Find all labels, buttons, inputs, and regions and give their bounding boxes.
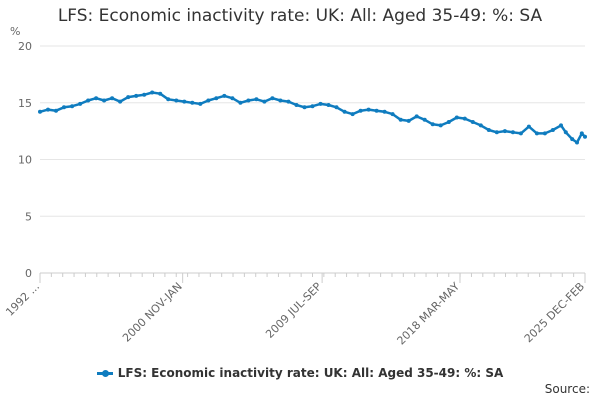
data-point[interactable] (510, 130, 515, 135)
data-point[interactable] (559, 123, 563, 128)
data-point[interactable] (422, 117, 427, 122)
data-point[interactable] (86, 98, 91, 103)
data-point[interactable] (398, 117, 403, 122)
data-point[interactable] (342, 109, 347, 114)
data-point[interactable] (446, 120, 451, 124)
y-tick-label: 20 (18, 40, 32, 53)
y-tick-label: 10 (18, 154, 32, 167)
data-point[interactable] (374, 108, 379, 113)
data-point[interactable] (294, 103, 299, 107)
y-tick-label: 0 (25, 267, 32, 280)
data-point[interactable] (94, 96, 99, 101)
data-point[interactable] (318, 101, 323, 106)
data-point[interactable] (70, 104, 75, 109)
data-point[interactable] (214, 96, 219, 101)
data-point[interactable] (54, 108, 58, 113)
data-point[interactable] (206, 98, 211, 103)
data-point[interactable] (270, 96, 275, 101)
data-point[interactable] (579, 131, 584, 136)
data-point[interactable] (78, 101, 83, 106)
data-point[interactable] (238, 100, 243, 105)
legend[interactable]: LFS: Economic inactivity rate: UK: All: … (0, 366, 600, 380)
y-axis-unit-label: % (10, 25, 20, 38)
data-point[interactable] (46, 107, 50, 112)
data-point[interactable] (326, 103, 331, 107)
y-tick-label: 5 (25, 210, 32, 223)
data-point[interactable] (278, 98, 283, 103)
data-point[interactable] (414, 114, 419, 119)
data-point[interactable] (126, 95, 131, 100)
data-point[interactable] (390, 112, 395, 117)
x-tick-label: 2018 MAR-MAY (395, 280, 463, 348)
chart-title: LFS: Economic inactivity rate: UK: All: … (57, 6, 543, 26)
data-point[interactable] (563, 130, 568, 135)
data-point[interactable] (174, 98, 179, 103)
data-point[interactable] (110, 96, 115, 101)
data-point[interactable] (550, 128, 555, 132)
y-axis-ticks: 0 5 10 15 20 (18, 40, 32, 280)
data-point[interactable] (478, 123, 483, 128)
data-point[interactable] (494, 130, 499, 135)
data-point[interactable] (542, 131, 547, 136)
legend-swatch-icon (96, 369, 113, 377)
data-point[interactable] (142, 92, 147, 97)
data-point[interactable] (254, 97, 259, 102)
data-point[interactable] (486, 128, 491, 132)
data-point[interactable] (302, 105, 307, 110)
data-point[interactable] (102, 98, 107, 103)
data-point[interactable] (190, 100, 195, 105)
data-point[interactable] (406, 118, 411, 123)
data-point[interactable] (230, 96, 235, 101)
data-point[interactable] (438, 123, 443, 128)
data-point[interactable] (583, 134, 587, 139)
grid-lines (40, 45, 585, 274)
series-line (39, 91, 586, 144)
y-tick-label: 15 (18, 97, 32, 110)
data-point[interactable] (366, 107, 371, 112)
data-point[interactable] (526, 124, 531, 129)
data-point[interactable] (134, 93, 139, 98)
data-point[interactable] (350, 112, 355, 117)
data-point[interactable] (246, 98, 251, 103)
data-point[interactable] (334, 105, 339, 110)
x-tick-label: 2009 JUL-SEP (263, 280, 324, 341)
data-point[interactable] (62, 105, 66, 110)
data-point[interactable] (286, 99, 291, 104)
data-point[interactable] (470, 120, 475, 124)
source-label: Source: (544, 382, 590, 396)
data-point[interactable] (158, 91, 163, 96)
legend-marker-icon (101, 369, 109, 377)
data-point[interactable] (166, 97, 171, 102)
x-tick-label: 2000 NOV-JAN (120, 280, 185, 345)
data-point[interactable] (575, 140, 579, 145)
data-point[interactable] (182, 99, 187, 104)
x-tick-label: 1992 ... (3, 280, 42, 319)
data-point[interactable] (358, 108, 363, 113)
data-point[interactable] (38, 109, 42, 114)
data-point[interactable] (454, 115, 459, 120)
data-point[interactable] (518, 131, 523, 136)
data-point[interactable] (150, 90, 155, 95)
data-point[interactable] (198, 101, 203, 106)
data-point[interactable] (382, 109, 387, 114)
data-point[interactable] (430, 122, 435, 127)
x-tick-label: 2025 DEC-FEB (522, 280, 587, 345)
data-point[interactable] (502, 129, 507, 134)
series-layer (38, 90, 587, 145)
data-point[interactable] (570, 137, 575, 142)
data-point[interactable] (118, 99, 123, 104)
data-point[interactable] (222, 93, 227, 98)
data-point[interactable] (310, 104, 315, 109)
data-point[interactable] (534, 131, 539, 136)
data-point[interactable] (262, 99, 267, 104)
legend-label: LFS: Economic inactivity rate: UK: All: … (117, 366, 504, 380)
x-axis-ticks: 1992 ... 2000 NOV-JAN 2009 JUL-SEP 2018 MAR… (3, 273, 587, 348)
data-point[interactable] (462, 116, 467, 121)
